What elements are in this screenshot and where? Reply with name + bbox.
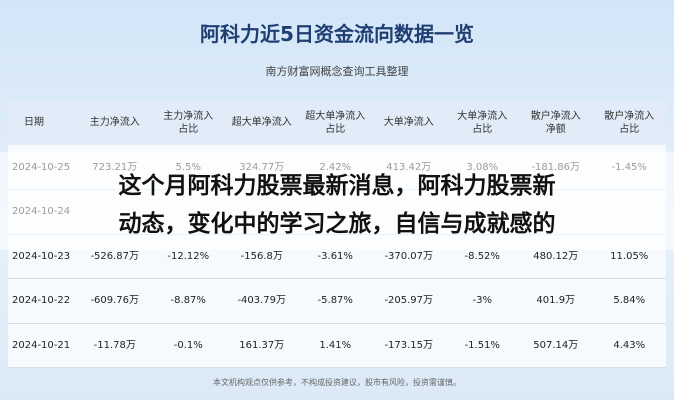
- title: 阿科力近5日资金流向数据一览: [200, 22, 474, 46]
- header-line: 超大单净流入: [231, 117, 292, 128]
- header-line: 超大单净流入: [305, 110, 366, 122]
- header-line: 大单净流入: [383, 117, 434, 128]
- table-cell: -8.87%: [170, 295, 206, 307]
- table-cell: -609.76万: [90, 295, 140, 307]
- row-separator: [8, 278, 666, 280]
- table-cell: -11.78万: [93, 339, 136, 351]
- row-separator: [8, 367, 666, 369]
- table-cell: -1.51%: [464, 339, 500, 351]
- table-cell: 4.43%: [613, 339, 646, 351]
- table-cell: 401.9万: [536, 295, 576, 307]
- table-cell: -205.97万: [384, 295, 434, 307]
- header-cell: 超大单净流入 占比: [299, 110, 373, 136]
- table-cell: -8.52%: [464, 250, 500, 262]
- header-line: 占比: [178, 123, 199, 135]
- header-line: 散户净流入: [604, 110, 655, 122]
- table-row: 2024-10-21 -11.78万 -0.1% 161.37万 1.41% -173.1…: [8, 323, 666, 367]
- table-cell: -0.1%: [173, 339, 203, 351]
- header-cell: 大单净流入 占比: [446, 110, 520, 136]
- table-cell: -5.87%: [317, 295, 353, 307]
- header-line: 占比: [619, 123, 640, 135]
- header-line: 散户净流入: [530, 110, 581, 122]
- header-line: 占比: [472, 123, 493, 135]
- table-cell: 480.12万: [533, 250, 579, 262]
- overlay-text: 这个月阿科力股票最新消息，阿科力股票新: [118, 173, 556, 199]
- table-cell: -156.8万: [240, 250, 283, 262]
- header-line: 日期: [24, 117, 44, 128]
- table-cell: 161.37万: [239, 339, 285, 351]
- header-cell: 超大单净流入: [225, 116, 299, 129]
- table-cell: 507.14万: [533, 339, 579, 351]
- table-cell: -370.07万: [384, 250, 434, 262]
- header-cell: 主力净流入: [78, 116, 152, 129]
- table-row: 2024-10-22 -609.76万 -8.87% -403.79万 -5.87% -2…: [8, 279, 666, 323]
- table-cell: 5.84%: [613, 295, 646, 307]
- header-line: 大单净流入: [457, 110, 508, 122]
- overlay-banner: 这个月阿科力股票最新消息，阿科力股票新 动态，变化中的学习之旅，自信与成就感的: [0, 152, 674, 250]
- row-separator: [8, 322, 666, 324]
- header-cell: 主力净流入 占比: [152, 110, 226, 136]
- header-line: 主力净流入: [89, 117, 140, 128]
- table-cell: -3%: [472, 295, 492, 307]
- header-line: 主力净流入: [163, 110, 214, 122]
- header-line: 净额: [545, 123, 566, 135]
- header-line: 占比: [325, 123, 346, 135]
- footer: 本文机构观点仅供参考，不构成投资建议，股市有风险，投资需谨慎。: [213, 378, 461, 387]
- table-cell: 11.05%: [610, 250, 649, 262]
- table-cell: 2024-10-22: [12, 295, 71, 307]
- header-row: 日期 主力净流入 主力净流入 占比 超大单净流入 超大单净流入 占比 大单净流入 大单净流入 占比…: [8, 100, 666, 145]
- header-cell: 散户净流入 净额: [519, 110, 593, 136]
- table-cell: 2024-10-23: [12, 250, 71, 262]
- table-cell: -526.87万: [90, 250, 140, 262]
- header-cell: 大单净流入: [372, 116, 446, 129]
- table-cell: -3.61%: [317, 250, 353, 262]
- header-cell: 日期: [8, 116, 78, 129]
- table-row: 2024-10-23 -526.87万 -12.12% -156.8万 -3.61% -3…: [8, 234, 666, 278]
- table-cell: -403.79万: [237, 295, 287, 307]
- table-cell: -12.12%: [167, 250, 210, 262]
- table-cell: 1.41%: [319, 339, 352, 351]
- subtitle: 南方财富网概念查询工具整理: [265, 65, 409, 78]
- table-cell: -173.15万: [384, 339, 434, 351]
- table-cell: 2024-10-21: [12, 339, 71, 351]
- overlay-text: 动态，变化中的学习之旅，自信与成就感的: [118, 211, 556, 237]
- header-cell: 散户净流入 占比: [593, 110, 667, 136]
